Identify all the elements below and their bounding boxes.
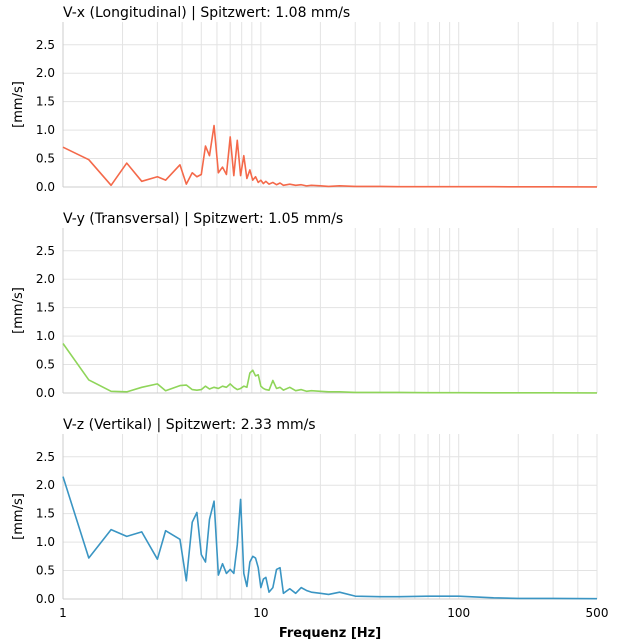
y-tick-label: 1.5 [36, 95, 55, 109]
y-tick-label: 1.5 [36, 507, 55, 521]
x-axis-label: Frequenz [Hz] [279, 626, 381, 639]
series-line [62, 343, 598, 394]
x-tick-label: 500 [586, 606, 609, 620]
y-tick-label: 0.5 [36, 564, 55, 578]
series-line [62, 476, 598, 600]
panel-1: 0.0 0.5 1.0 1.5 2.0 2.5 V-x (Longitudinal) | S… [11, 5, 598, 194]
y-tick-label: 0.0 [36, 386, 55, 400]
panel-title: V-y (Transversal) | Spitzwert: 1.05 mm/s [63, 211, 343, 227]
panel-3: 0.0 0.5 1.0 1.5 2.0 2.5 1 10 100 500 V-z (Vertikal… [11, 417, 608, 639]
y-tick-label: 2.0 [36, 66, 55, 80]
y-tick-label: 2.0 [36, 478, 55, 492]
y-tick-label: 0.0 [36, 180, 55, 194]
y-tick-label: 0.5 [36, 152, 55, 166]
y-axis-label: [mm/s] [11, 81, 26, 128]
y-tick-label: 2.5 [36, 38, 55, 52]
y-tick-label: 2.5 [36, 450, 55, 464]
y-tick-label: 1.5 [36, 301, 55, 315]
y-tick-label: 1.0 [36, 535, 55, 549]
y-axis-label: [mm/s] [11, 493, 26, 540]
x-tick-label: 100 [447, 606, 470, 620]
y-tick-label: 2.5 [36, 244, 55, 258]
panel-title: V-z (Vertikal) | Spitzwert: 2.33 mm/s [63, 417, 316, 433]
panel-2: 0.0 0.5 1.0 1.5 2.0 2.5 V-y (Transversal) | Sp… [11, 211, 598, 400]
y-tick-label: 0.0 [36, 592, 55, 606]
y-tick-label: 1.0 [36, 329, 55, 343]
x-tick-label: 10 [253, 606, 268, 620]
y-axis-label: [mm/s] [11, 287, 26, 334]
panel-title: V-x (Longitudinal) | Spitzwert: 1.08 mm/… [63, 5, 350, 21]
series-line [62, 124, 598, 188]
y-tick-label: 1.0 [36, 123, 55, 137]
y-tick-label: 0.5 [36, 358, 55, 372]
x-tick-label: 1 [59, 606, 67, 620]
y-tick-label: 2.0 [36, 272, 55, 286]
